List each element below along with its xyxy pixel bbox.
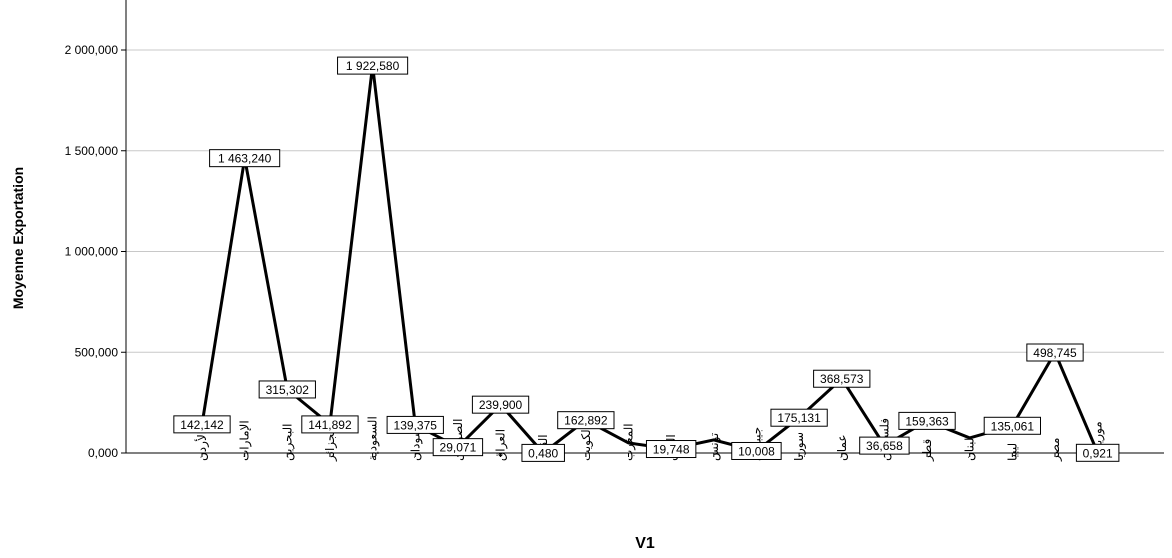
- data-label-text: 368,573: [820, 372, 864, 386]
- data-label-text: 141,892: [308, 418, 352, 432]
- x-tick-label: البحرين: [280, 424, 295, 461]
- x-tick-label: تونس: [707, 433, 722, 461]
- data-label-text: 315,302: [266, 383, 310, 397]
- data-label: 159,363: [898, 411, 956, 430]
- data-label-text: 1 922,580: [346, 59, 400, 73]
- data-label-box: [471, 395, 530, 414]
- data-label: 175,131: [770, 408, 828, 427]
- data-label-text: 239,900: [479, 398, 523, 412]
- data-label-text: 0,480: [528, 446, 558, 460]
- data-label: 1 922,580: [337, 56, 409, 75]
- data-label: 142,142: [173, 415, 231, 434]
- data-label-box: [983, 416, 1042, 435]
- x-tick-label: لبنان: [963, 438, 977, 461]
- data-label-box: [1026, 343, 1084, 362]
- x-tick-label: الأردن: [194, 431, 210, 461]
- data-label-box: [432, 438, 484, 457]
- data-label-box: [258, 380, 316, 399]
- data-label-text: 175,131: [777, 411, 821, 425]
- data-label-box: [813, 369, 871, 388]
- data-label-box: [521, 443, 565, 462]
- data-label: 368,573: [813, 369, 871, 388]
- data-label-box: [645, 440, 697, 459]
- y-tick-label: 1 500,000: [65, 144, 119, 158]
- x-tick-label: مصر: [1048, 438, 1063, 462]
- axes: [125, 0, 1164, 454]
- data-label-text: 1 463,240: [218, 152, 272, 166]
- data-label-text: 498,745: [1033, 346, 1077, 360]
- data-label-text: 142,142: [180, 418, 224, 432]
- series-line: [200, 65, 1100, 455]
- data-label-text: 10,008: [738, 444, 775, 458]
- data-label-box: [557, 411, 615, 430]
- data-label-box: [209, 149, 281, 168]
- data-label-box: [770, 408, 828, 427]
- x-tick-label: العراق: [494, 429, 509, 461]
- data-label: 239,900: [471, 395, 530, 414]
- data-label: 36,658: [859, 436, 910, 455]
- data-label-box: [301, 415, 359, 434]
- x-tick-label: سوريا: [792, 432, 807, 461]
- data-label-text: 29,071: [440, 441, 477, 455]
- data-label-text: 19,748: [653, 443, 690, 457]
- data-label: 0,480: [521, 443, 565, 462]
- data-label-box: [386, 415, 444, 434]
- data-label-text: 159,363: [905, 414, 949, 428]
- y-tick-labels: 0,000 500,000 1 000,000 1 500,000 2 000,000: [65, 43, 119, 460]
- x-tick-label: الكويت: [579, 426, 594, 461]
- data-label-text: 162,892: [564, 414, 608, 428]
- data-labels: 142,142 1 463,240 315,302 141,892 1 922,580 1…: [173, 56, 1120, 462]
- x-tick-label: الجزائر: [323, 426, 338, 462]
- x-tick-label: ليبيا: [1005, 443, 1019, 461]
- data-label: 141,892: [301, 415, 359, 434]
- data-label: 29,071: [432, 438, 484, 457]
- data-label: 10,008: [731, 441, 782, 460]
- data-label-box: [859, 436, 910, 455]
- data-label: 315,302: [258, 380, 316, 399]
- y-axis-title: Moyenne Exportation: [10, 167, 26, 309]
- x-tick-label: قطر: [920, 439, 935, 462]
- data-label-text: 135,061: [991, 419, 1035, 433]
- data-label-text: 139,375: [394, 418, 438, 432]
- x-tick-label: السعودية: [366, 416, 381, 461]
- data-label-box: [898, 411, 956, 430]
- y-tick-label: 1 000,000: [65, 245, 119, 259]
- y-tick-label: 500,000: [75, 345, 119, 359]
- data-label: 498,745: [1026, 343, 1084, 362]
- data-label: 1 463,240: [209, 149, 281, 168]
- x-axis-title: V1: [635, 535, 655, 552]
- data-label-text: 36,658: [866, 439, 903, 453]
- data-label: 135,061: [983, 416, 1042, 435]
- y-tick-label: 2 000,000: [65, 43, 119, 57]
- data-label-box: [173, 415, 231, 434]
- data-label-box: [337, 56, 409, 75]
- data-label: 139,375: [386, 415, 444, 434]
- data-label: 19,748: [645, 440, 697, 459]
- y-tick-label: 0,000: [88, 446, 118, 460]
- data-label-text: 0,921: [1083, 446, 1113, 460]
- data-label-box: [1075, 443, 1120, 462]
- data-label: 0,921: [1075, 443, 1120, 462]
- data-label-box: [731, 441, 782, 460]
- x-tick-label: الإمارات: [238, 420, 253, 461]
- data-label: 162,892: [557, 411, 615, 430]
- x-tick-label: عمان: [835, 434, 849, 461]
